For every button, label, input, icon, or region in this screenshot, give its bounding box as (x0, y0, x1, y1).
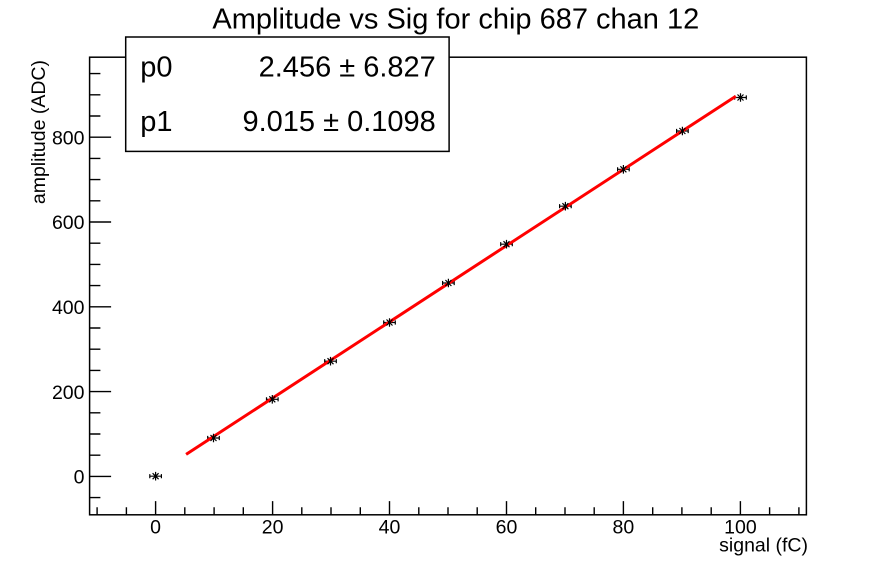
svg-text:800: 800 (52, 127, 85, 149)
svg-text:100: 100 (724, 516, 757, 538)
svg-text:amplitude (ADC): amplitude (ADC) (28, 60, 50, 204)
svg-text:Amplitude vs Sig for chip 687: Amplitude vs Sig for chip 687 chan 12 (212, 4, 699, 36)
svg-text:80: 80 (613, 516, 635, 538)
svg-text:600: 600 (52, 212, 85, 234)
svg-text:9.015 ± 0.1098: 9.015 ± 0.1098 (242, 106, 435, 138)
svg-text:2.456 ± 6.827: 2.456 ± 6.827 (259, 51, 436, 83)
svg-text:0: 0 (74, 467, 85, 489)
svg-text:40: 40 (379, 516, 401, 538)
svg-text:400: 400 (52, 297, 85, 319)
svg-text:0: 0 (150, 516, 161, 538)
svg-text:signal (fC): signal (fC) (719, 534, 808, 556)
svg-text:200: 200 (52, 382, 85, 404)
svg-text:p0: p0 (140, 51, 172, 83)
svg-text:20: 20 (262, 516, 284, 538)
svg-text:p1: p1 (140, 106, 172, 138)
svg-text:60: 60 (496, 516, 518, 538)
